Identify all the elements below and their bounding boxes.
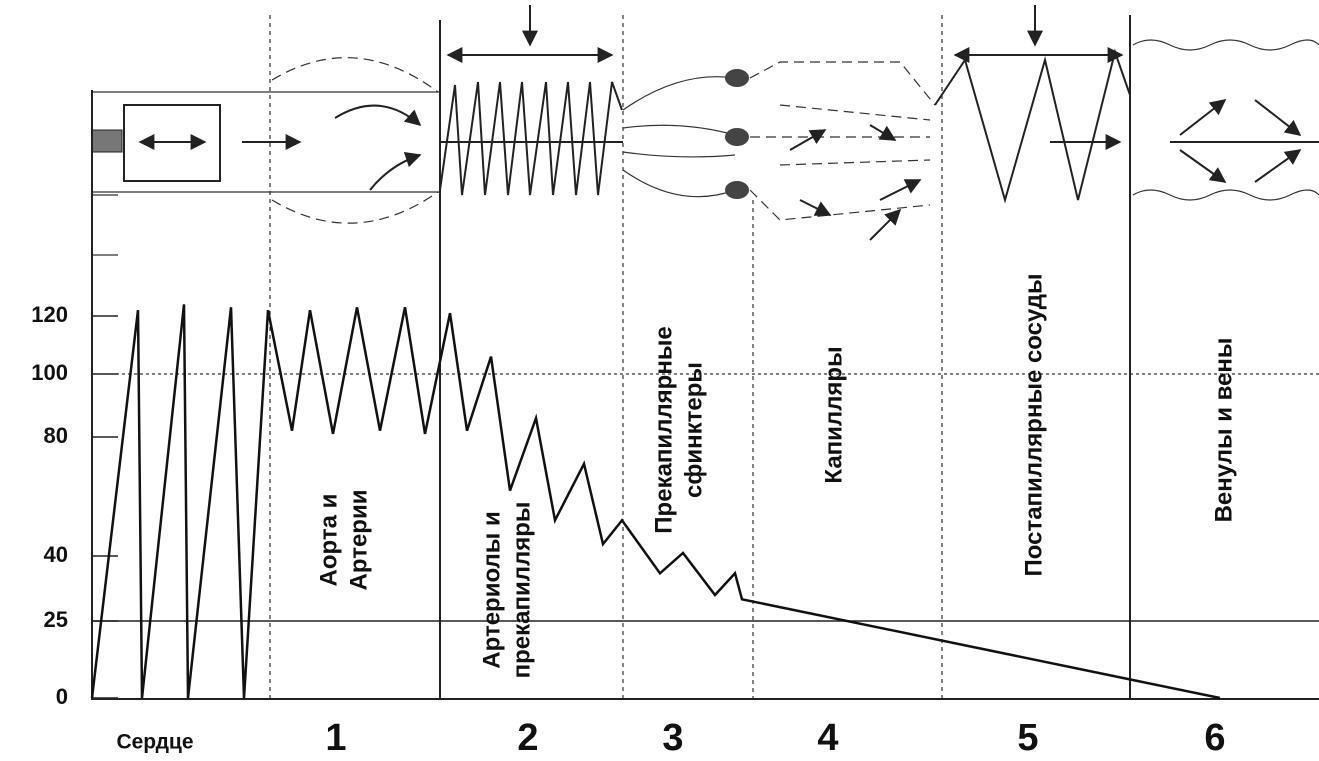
- region-label: Артериолы и: [478, 511, 505, 668]
- y-tick-label: 100: [31, 360, 68, 385]
- y-tick-label: 40: [44, 542, 68, 567]
- y-tick-label: 120: [31, 302, 68, 327]
- region-label: Постапиллярные сосуды: [1020, 274, 1047, 577]
- heart-label: Сердце: [116, 731, 193, 754]
- region-number: 1: [325, 717, 346, 759]
- region-label: Аорта и: [315, 494, 342, 587]
- region-label: Капилляры: [820, 346, 847, 483]
- region-label: Артерии: [345, 490, 372, 591]
- region-number: 2: [517, 717, 538, 759]
- region-number: 5: [1017, 717, 1038, 759]
- y-tick-label: 80: [44, 423, 68, 448]
- chart: Сердце 0254080100120Аорта иАртерии1Артер…: [0, 0, 1319, 761]
- y-tick-label: 25: [44, 607, 68, 632]
- region-number: 4: [817, 717, 838, 759]
- region-label: Венулы и вены: [1210, 338, 1237, 523]
- region-label: сфинктеры: [680, 362, 707, 498]
- region-label: прекапилляры: [508, 502, 535, 679]
- region-number: 6: [1204, 717, 1225, 759]
- region-number: 3: [662, 717, 683, 759]
- y-tick-label: 0: [56, 684, 68, 709]
- region-label: Прекапиллярные: [650, 326, 677, 533]
